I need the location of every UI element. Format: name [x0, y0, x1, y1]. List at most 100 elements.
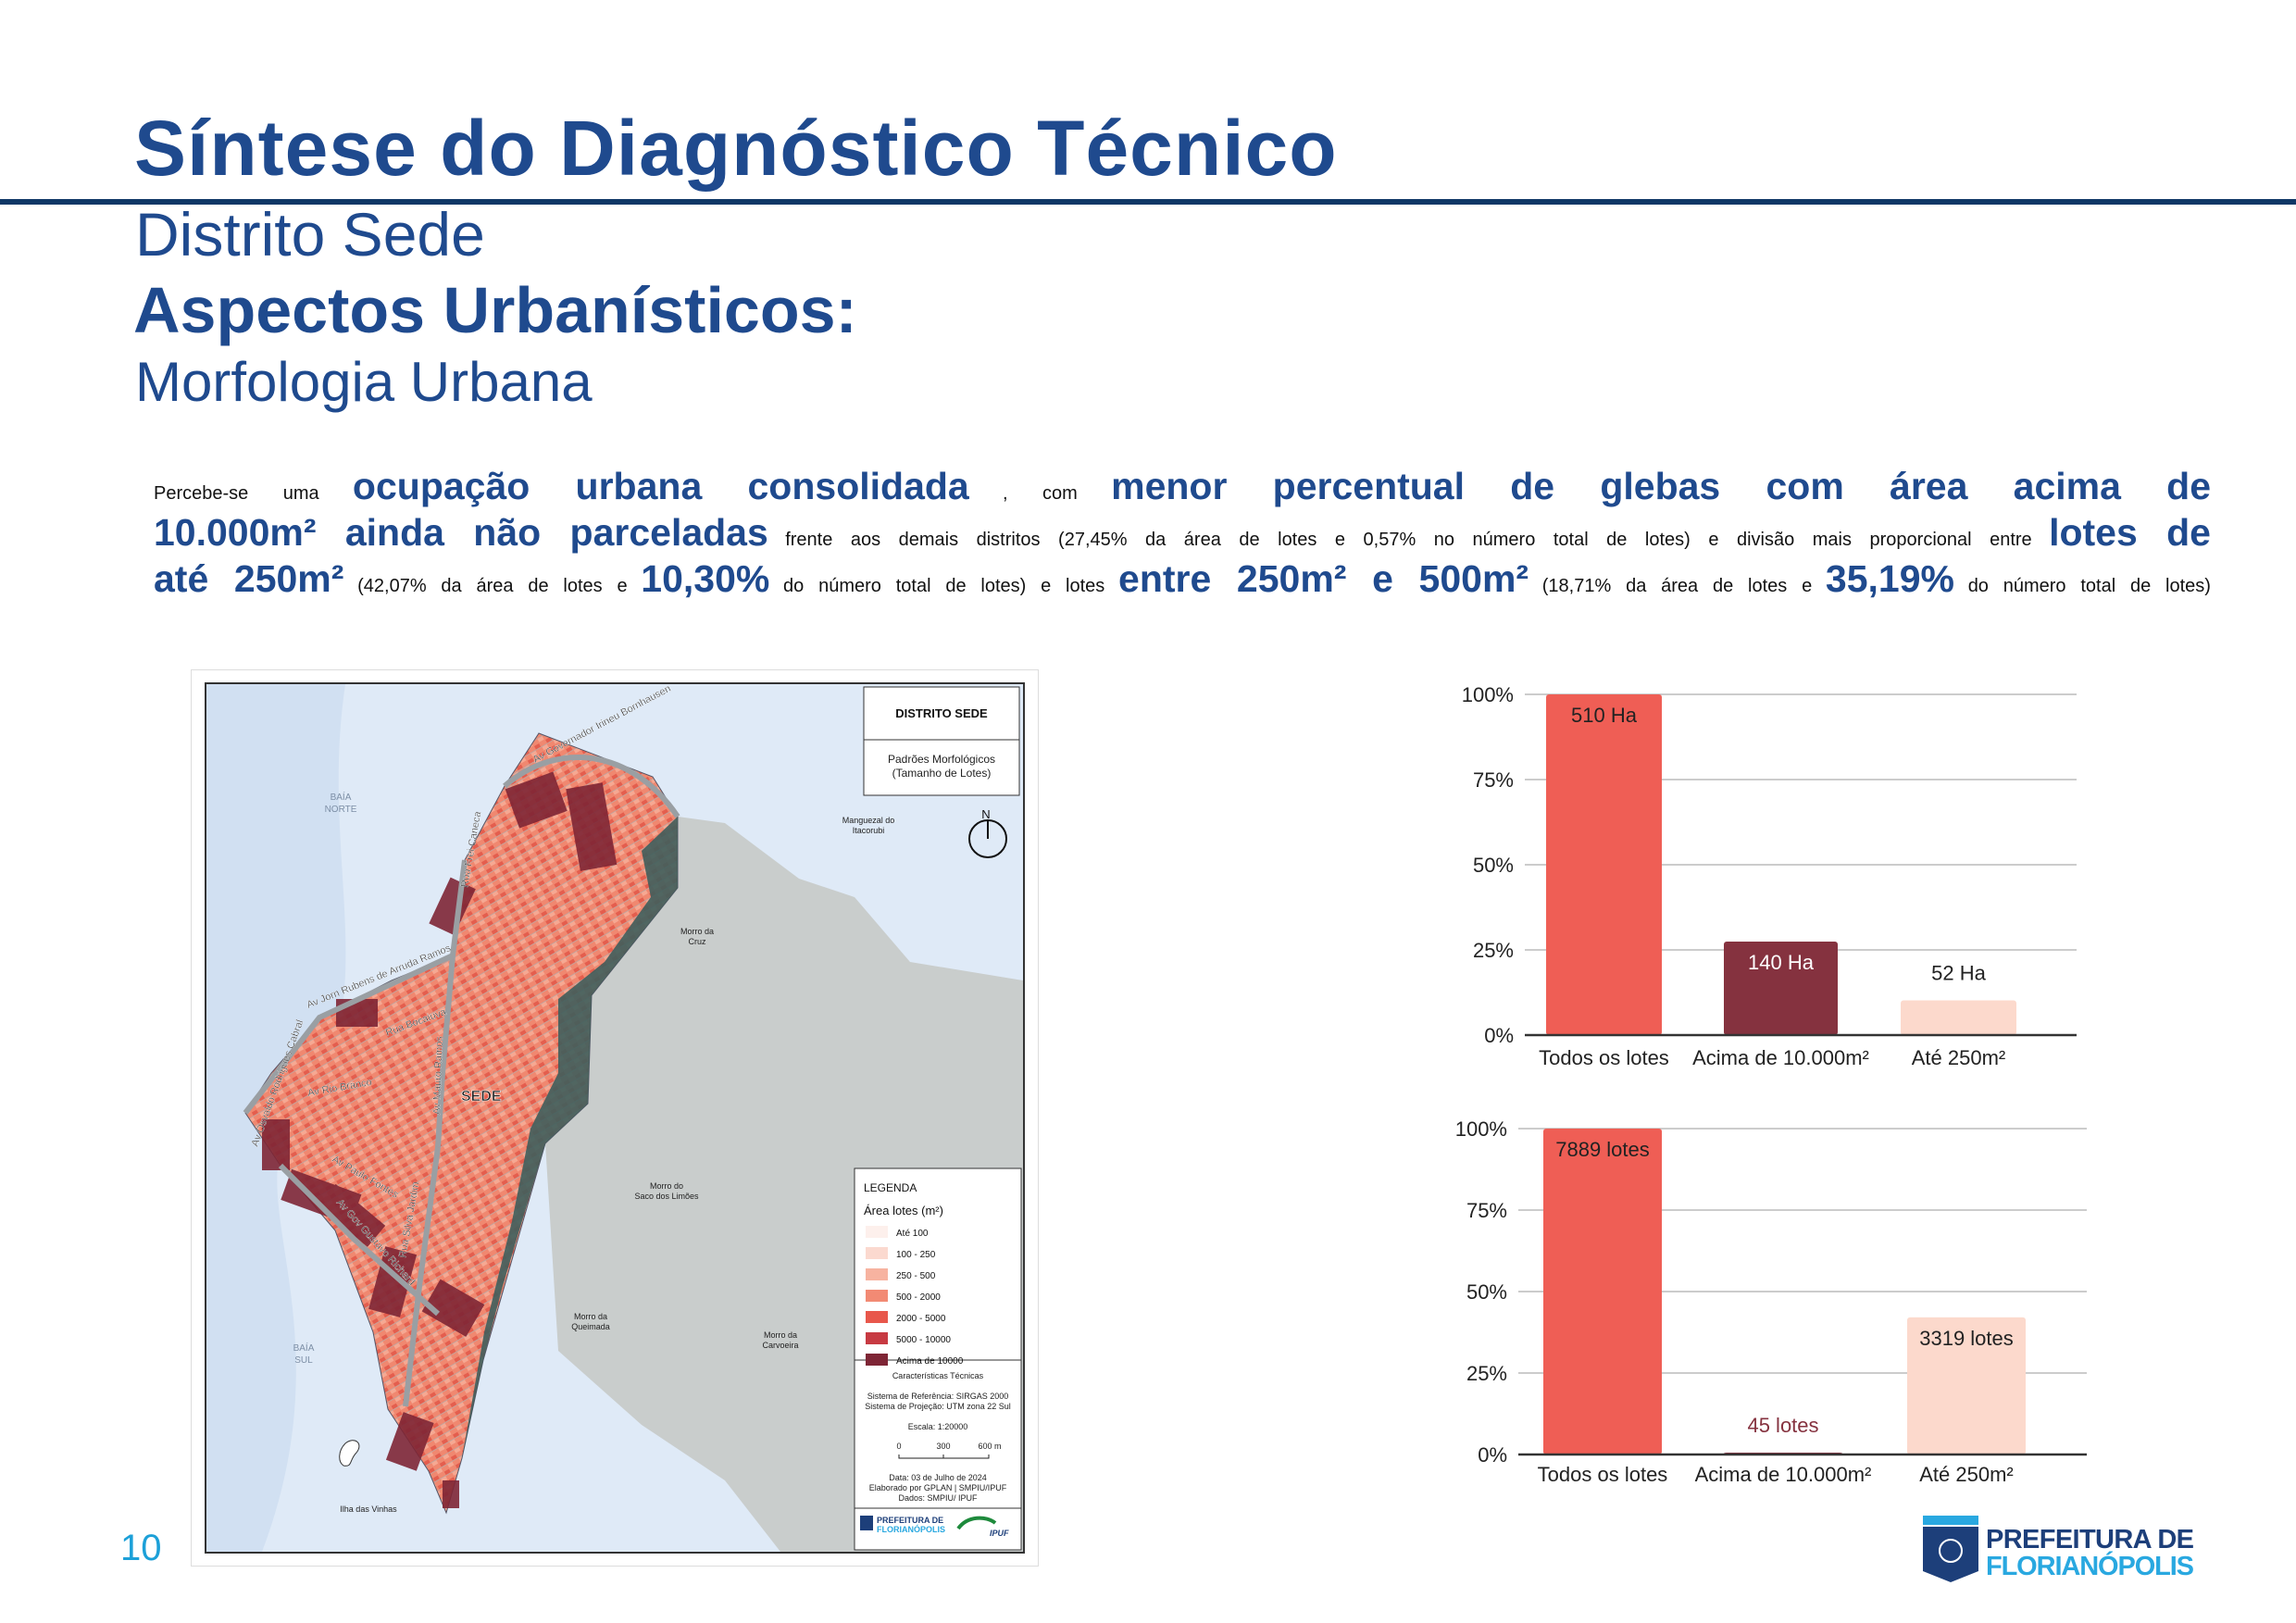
tech-line: Sistema de Projeção: UTM zona 22 Sul — [865, 1402, 1011, 1411]
bar — [1907, 1317, 2026, 1454]
text: do número total de lotes) — [1967, 576, 2211, 596]
legend-swatch — [866, 1290, 888, 1302]
bar — [1901, 1000, 2016, 1035]
map-label: Morro da — [574, 1312, 607, 1321]
legend-label: 100 - 250 — [896, 1250, 936, 1260]
map-canvas: BAÍA NORTE BAÍA SUL Manguezal do Itacoru… — [206, 684, 1023, 1552]
y-tick-label: 25% — [1473, 939, 1514, 962]
map-label: BAÍA — [293, 1342, 315, 1354]
legend-swatch — [866, 1268, 888, 1280]
bar-charts: 0% 25% 50% 75% 100% 510 Ha Todos os lotes 140 H… — [1455, 683, 2087, 1486]
category-label: Acima de 10.000m² — [1695, 1463, 1872, 1486]
highlight: 35,19% — [1825, 557, 1954, 600]
bar — [1546, 694, 1662, 1035]
map-label: Ilha das Vinhas — [340, 1504, 397, 1514]
map-author: Elaborado por GPLAN | SMPIU/IPUF — [869, 1483, 1007, 1492]
legend-title: LEGENDA — [864, 1181, 917, 1194]
scale-text: Escala: 1:20000 — [908, 1422, 968, 1431]
map-label: BAÍA — [331, 791, 352, 803]
street-label: Av Mauro Ramos — [431, 1035, 445, 1115]
map-label: Queimada — [571, 1322, 610, 1331]
north-arrow: N — [968, 807, 1007, 858]
svg-text:PREFEITURA DE: PREFEITURA DE — [877, 1516, 943, 1525]
map-frame: BAÍA NORTE BAÍA SUL Manguezal do Itacoru… — [205, 682, 1025, 1554]
summary-paragraph: Percebe-se uma ocupação urbana consolida… — [154, 463, 2211, 602]
highlight: menor percentual de glebas com área acim… — [1111, 465, 2211, 507]
map-label: Cruz — [688, 937, 706, 946]
map-subtitle: (Tamanho de Lotes) — [892, 767, 992, 780]
prefeitura-logo-small: PREFEITURA DE FLORIANÓPOLIS — [860, 1516, 945, 1534]
legend-swatch — [866, 1354, 888, 1366]
y-tick-label: 100% — [1462, 683, 1514, 706]
scale-tick: 600 m — [978, 1442, 1001, 1451]
highlight: entre 250m² e 500m² — [1118, 557, 1529, 600]
data-label: 52 Ha — [1931, 961, 1986, 984]
map-label: Morro do — [650, 1181, 683, 1191]
data-label: 140 Ha — [1748, 951, 1815, 974]
data-label: 3319 lotes — [1919, 1327, 2014, 1350]
highlight: lotes de — [2049, 511, 2211, 554]
bar-chart-2: 0% 25% 50% 75% 100% 7889 lotes Todos os lotes 4… — [1455, 1117, 2087, 1486]
svg-text:PREFEITURA DE: PREFEITURA DE — [1986, 1525, 2194, 1554]
text: Percebe-se uma — [154, 483, 319, 504]
map-label: Carvoeira — [762, 1341, 798, 1350]
map-source: Dados: SMPIU/ IPUF — [898, 1493, 978, 1503]
category-label: Todos os lotes — [1539, 1046, 1669, 1069]
legend-swatch — [866, 1332, 888, 1344]
main-roads — [243, 755, 680, 1407]
map-label: Morro da — [764, 1330, 797, 1340]
page-title: Síntese do Diagnóstico Técnico — [134, 105, 1338, 192]
paragraph-line: 10.000m² ainda não parceladas frente aos… — [154, 509, 2211, 556]
bar — [1543, 1129, 1662, 1454]
map-label: Morro da — [680, 927, 714, 936]
tech-title: Características Técnicas — [892, 1371, 984, 1380]
scale-tick: 300 — [936, 1442, 950, 1451]
y-tick-label: 0% — [1478, 1443, 1507, 1467]
highlight: 10.000m² ainda não parceladas — [154, 511, 768, 554]
title-divider — [0, 199, 2296, 205]
map-label-sede: SEDE — [461, 1089, 502, 1105]
category-label: Todos os lotes — [1538, 1463, 1668, 1486]
highlight: 10,30% — [641, 557, 770, 600]
data-label: 510 Ha — [1571, 704, 1638, 727]
category-label: Acima de 10.000m² — [1692, 1046, 1869, 1069]
map-subtitle: Padrões Morfológicos — [888, 753, 995, 766]
paragraph-line: até 250m² (42,07% da área de lotes e 10,… — [154, 556, 2211, 602]
prefeitura-logo: PREFEITURA DE FLORIANÓPOLIS — [1923, 1516, 2201, 1585]
category-label: Até 250m² — [1912, 1046, 2006, 1069]
map-label: SUL — [294, 1355, 313, 1366]
data-label: 45 lotes — [1747, 1414, 1818, 1437]
text: , com — [1003, 483, 1078, 504]
scale-tick: 0 — [896, 1442, 901, 1451]
map-legend: LEGENDA Área lotes (m²) Até 100 100 - 250… — [854, 1167, 1022, 1551]
map-label: Manguezal do — [842, 816, 895, 825]
y-tick-label: 50% — [1466, 1280, 1507, 1304]
section-title: Aspectos Urbanísticos: — [133, 274, 857, 346]
morphology-map: BAÍA NORTE BAÍA SUL Manguezal do Itacoru… — [191, 669, 1039, 1567]
highlight: até 250m² — [154, 557, 344, 600]
legend-label: 2000 - 5000 — [896, 1314, 946, 1324]
map-label: NORTE — [325, 805, 357, 815]
y-tick-label: 100% — [1455, 1117, 1507, 1141]
legend-label: Acima de 10000 — [896, 1356, 964, 1367]
text: (18,71% da área de lotes e — [1541, 576, 1813, 596]
legend-swatch — [866, 1247, 888, 1259]
legend-subtitle: Área lotes (m²) — [864, 1204, 943, 1217]
subsection-title: Morfologia Urbana — [135, 351, 593, 413]
large-lots — [262, 771, 618, 1508]
map-label: Saco dos Limões — [634, 1192, 699, 1201]
coat-of-arms-icon — [1923, 1527, 1978, 1582]
legend-label: 250 - 500 — [896, 1271, 936, 1281]
y-tick-label: 50% — [1473, 854, 1514, 877]
paragraph-line: Percebe-se uma ocupação urbana consolida… — [154, 463, 2211, 509]
svg-text:FLORIANÓPOLIS: FLORIANÓPOLIS — [877, 1524, 945, 1534]
scale-bar — [898, 1454, 990, 1459]
island — [339, 1440, 360, 1467]
page-subtitle: Distrito Sede — [135, 200, 485, 268]
map-title: DISTRITO SEDE — [895, 706, 988, 720]
svg-text:FLORIANÓPOLIS: FLORIANÓPOLIS — [1986, 1550, 2194, 1581]
bar — [1724, 941, 1838, 1035]
map-label: Itacorubi — [853, 826, 885, 835]
north-label: N — [981, 807, 990, 821]
text: (42,07% da área de lotes e — [357, 576, 628, 596]
